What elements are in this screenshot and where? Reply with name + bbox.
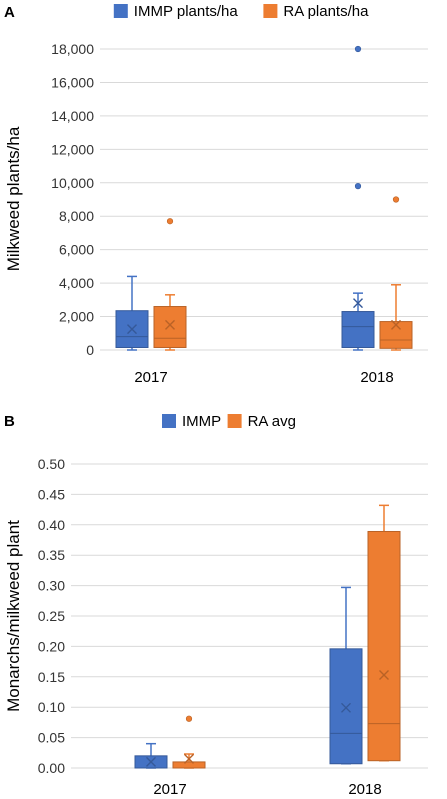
y-tick-label: 0.40 bbox=[38, 517, 65, 533]
box-body bbox=[341, 311, 375, 348]
legend-label: RA avg bbox=[248, 413, 296, 430]
x-tick-label: 2018 bbox=[360, 369, 393, 386]
legend-swatch bbox=[113, 4, 128, 18]
panel-a-y-axis-label: Milkweed plants/ha bbox=[4, 126, 23, 271]
y-tick-label: 0.35 bbox=[38, 547, 65, 563]
panel-b-y-ticks: 0.00 0.05 0.10 0.15 0.20 0.25 0.30 0.35 0.40 0.45… bbox=[38, 456, 65, 776]
panel-a-gridlines bbox=[100, 48, 428, 351]
legend-swatch bbox=[227, 414, 242, 428]
y-tick-label: 12,000 bbox=[51, 141, 94, 157]
box-body bbox=[153, 306, 187, 348]
box-ra-plants-ha-2017 bbox=[153, 218, 187, 351]
y-tick-label: 10,000 bbox=[51, 175, 94, 191]
y-tick-label: 0.20 bbox=[38, 638, 65, 654]
mean-marker bbox=[127, 324, 137, 335]
panel-a-chart: A IMMP plants/ha RA plants/ha 0 2,000 4,000… bbox=[4, 3, 428, 386]
legend-label: RA plants/ha bbox=[283, 3, 369, 20]
mean-marker bbox=[353, 298, 363, 309]
panel-a-boxes bbox=[115, 45, 413, 351]
box-ra-avg-2018 bbox=[367, 504, 401, 762]
y-tick-label: 0.30 bbox=[38, 578, 65, 594]
y-tick-label: 0.15 bbox=[38, 669, 65, 685]
box-immp-2017 bbox=[134, 742, 168, 769]
outlier-point bbox=[392, 196, 400, 203]
y-tick-label: 2,000 bbox=[59, 309, 94, 325]
y-tick-label: 0.25 bbox=[38, 608, 65, 624]
panel-b-boxes bbox=[134, 504, 401, 769]
y-tick-label: 8,000 bbox=[59, 208, 94, 224]
panel-a-legend: IMMP plants/ha RA plants/ha bbox=[113, 3, 369, 20]
y-tick-label: 18,000 bbox=[51, 41, 94, 57]
panel-b-chart: B IMMP RA avg 0.00 0.05 0.10 0.15 0.20 0.25 0.3… bbox=[4, 413, 428, 798]
panel-a-y-ticks: 0 2,000 4,000 6,000 8,000 10,000 12,000 14,000 1… bbox=[51, 41, 94, 358]
box-immp-plants-ha-2018 bbox=[341, 45, 375, 351]
outlier-point bbox=[354, 183, 362, 190]
outlier-point bbox=[166, 218, 174, 225]
panel-a-x-ticks: 2017 2018 bbox=[134, 369, 393, 386]
box-body bbox=[329, 648, 363, 765]
y-tick-label: 6,000 bbox=[59, 242, 94, 258]
y-tick-label: 0.05 bbox=[38, 730, 65, 746]
box-ra-plants-ha-2018 bbox=[379, 196, 413, 351]
panel-b-legend: IMMP RA avg bbox=[162, 413, 296, 430]
box-immp-2018 bbox=[329, 586, 363, 765]
panel-b-letter: B bbox=[4, 413, 15, 430]
mean-marker bbox=[391, 319, 401, 330]
y-tick-label: 0.45 bbox=[38, 486, 65, 502]
mean-marker bbox=[146, 756, 156, 767]
x-tick-label: 2017 bbox=[134, 369, 167, 386]
box-body bbox=[379, 321, 413, 349]
legend-swatch bbox=[263, 4, 278, 18]
outlier-point bbox=[185, 715, 193, 722]
mean-marker bbox=[341, 702, 351, 713]
legend-swatch bbox=[162, 414, 176, 428]
y-tick-label: 16,000 bbox=[51, 74, 94, 90]
mean-marker bbox=[165, 319, 175, 330]
box-ra-avg-2017 bbox=[172, 715, 206, 769]
legend-label: IMMP plants/ha bbox=[134, 3, 239, 20]
x-tick-label: 2018 bbox=[348, 781, 381, 798]
legend-label: IMMP bbox=[182, 413, 221, 430]
outlier-point bbox=[354, 45, 362, 53]
box-body bbox=[172, 761, 206, 769]
panel-b-y-axis-label: Monarchs/milkweed plant bbox=[4, 520, 23, 712]
x-tick-label: 2017 bbox=[153, 781, 186, 798]
y-tick-label: 14,000 bbox=[51, 108, 94, 124]
y-tick-label: 0.00 bbox=[38, 760, 65, 776]
panel-b-x-ticks: 2017 2018 bbox=[153, 781, 381, 798]
y-tick-label: 0.10 bbox=[38, 699, 65, 715]
y-tick-label: 0 bbox=[86, 342, 94, 358]
mean-marker bbox=[379, 669, 389, 680]
box-immp-plants-ha-2017 bbox=[115, 275, 149, 351]
box-body bbox=[367, 530, 401, 762]
y-tick-label: 0.50 bbox=[38, 456, 65, 472]
mean-marker bbox=[184, 753, 194, 764]
panel-a-letter: A bbox=[4, 4, 15, 21]
y-tick-label: 4,000 bbox=[59, 275, 94, 291]
